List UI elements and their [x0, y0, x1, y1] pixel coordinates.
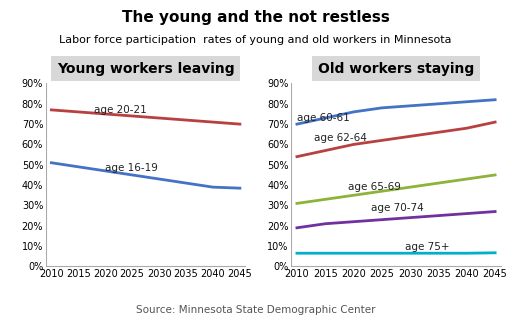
Text: age 75+: age 75+	[405, 242, 449, 252]
Text: age 16-19: age 16-19	[105, 163, 158, 173]
Text: age 70-74: age 70-74	[370, 203, 423, 213]
Text: age 20-21: age 20-21	[95, 105, 147, 115]
Text: age 60-61: age 60-61	[297, 113, 350, 123]
Text: Old workers staying: Old workers staying	[318, 62, 474, 76]
Text: The young and the not restless: The young and the not restless	[122, 10, 389, 25]
Text: Source: Minnesota State Demographic Center: Source: Minnesota State Demographic Cent…	[136, 305, 375, 315]
Text: age 65-69: age 65-69	[348, 182, 401, 192]
Text: Labor force participation  rates of young and old workers in Minnesota: Labor force participation rates of young…	[59, 35, 452, 45]
Text: age 62-64: age 62-64	[314, 133, 367, 143]
Text: Young workers leaving: Young workers leaving	[57, 62, 235, 76]
